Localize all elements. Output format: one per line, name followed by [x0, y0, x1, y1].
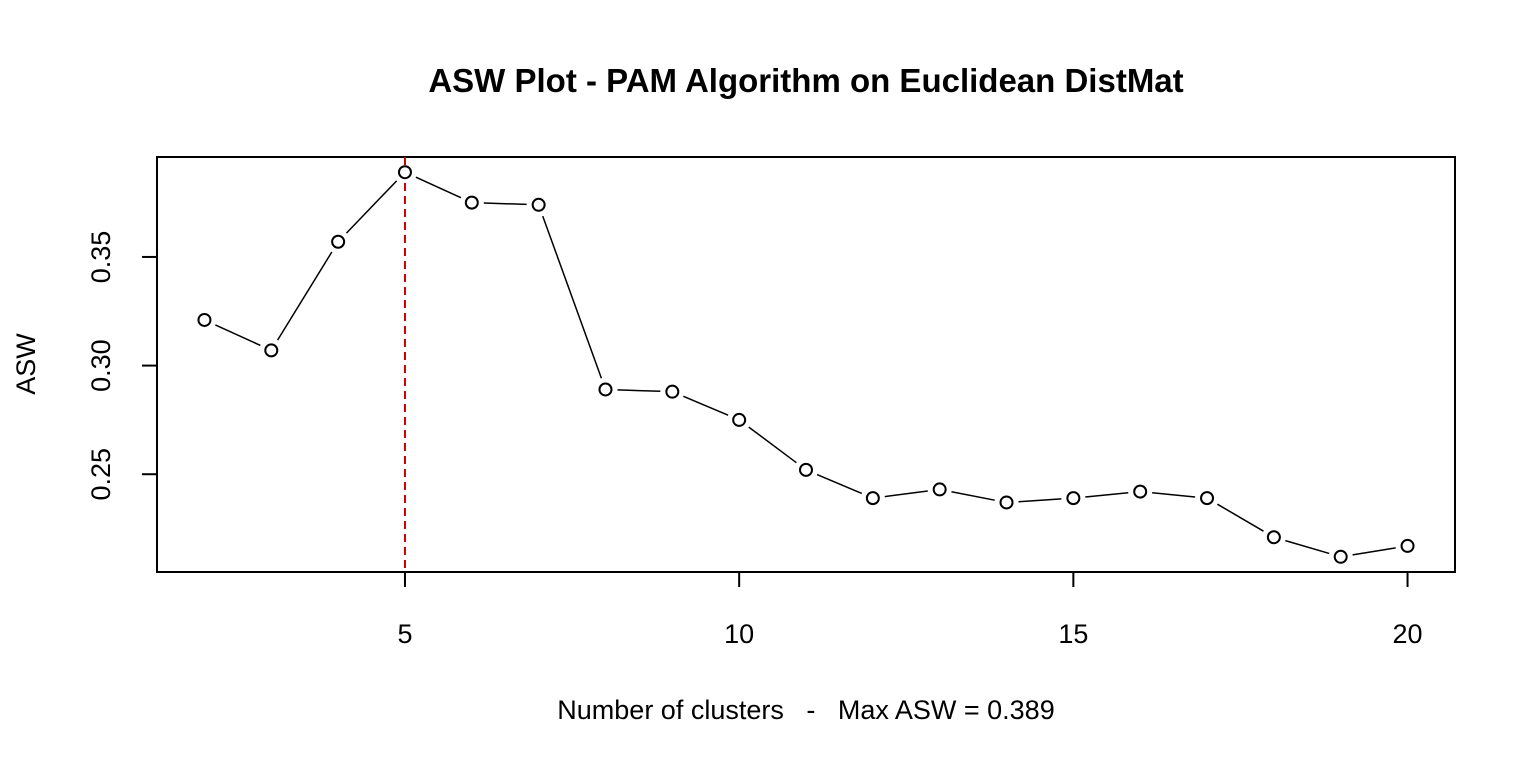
y-tick-label: 0.30	[86, 339, 116, 392]
y-tick-label: 0.25	[86, 448, 116, 501]
series-segment	[415, 176, 462, 199]
series-segment	[1152, 492, 1196, 498]
y-axis-label: ASW	[11, 333, 41, 395]
data-point	[598, 382, 613, 397]
data-point	[464, 195, 479, 210]
x-tick-label: 5	[397, 619, 412, 649]
series-segment	[276, 251, 333, 341]
data-point	[865, 491, 880, 506]
data-point	[1333, 549, 1348, 564]
data-point	[197, 312, 212, 327]
x-tick-label: 20	[1393, 619, 1423, 649]
series-segment	[345, 180, 398, 234]
series-segment	[215, 324, 261, 347]
chart-title: ASW Plot - PAM Algorithm on Euclidean Di…	[428, 62, 1183, 99]
data-point	[1200, 491, 1215, 506]
series-segment	[542, 215, 603, 379]
data-point	[932, 482, 947, 497]
plot-frame	[156, 156, 1456, 573]
x-tick-label: 10	[724, 619, 754, 649]
series-segment	[1018, 498, 1062, 503]
data-point	[264, 343, 279, 358]
data-point	[799, 462, 813, 477]
series-segment	[748, 426, 797, 464]
series-segment	[1285, 539, 1330, 555]
series-segment	[884, 490, 928, 498]
data-point	[665, 384, 680, 399]
data-point	[999, 495, 1014, 510]
series-segment	[617, 389, 661, 393]
data-point	[397, 165, 412, 180]
data-point	[1066, 491, 1081, 506]
series-segment	[1085, 492, 1129, 498]
data-point	[1133, 484, 1148, 499]
series-segment	[951, 490, 995, 501]
x-tick-label: 15	[1058, 619, 1088, 649]
series-segment	[1217, 503, 1264, 532]
data-point	[331, 234, 346, 249]
series-segment	[1352, 547, 1396, 556]
series-segment	[483, 202, 527, 206]
data-point	[732, 412, 747, 427]
y-tick-label: 0.35	[86, 231, 116, 284]
x-axis-label: Number of clusters - Max ASW = 0.389	[557, 695, 1054, 725]
data-point	[531, 197, 546, 212]
data-point	[1266, 530, 1281, 545]
series-segment	[816, 473, 863, 495]
series-segment	[683, 395, 729, 416]
data-point	[1400, 538, 1415, 553]
